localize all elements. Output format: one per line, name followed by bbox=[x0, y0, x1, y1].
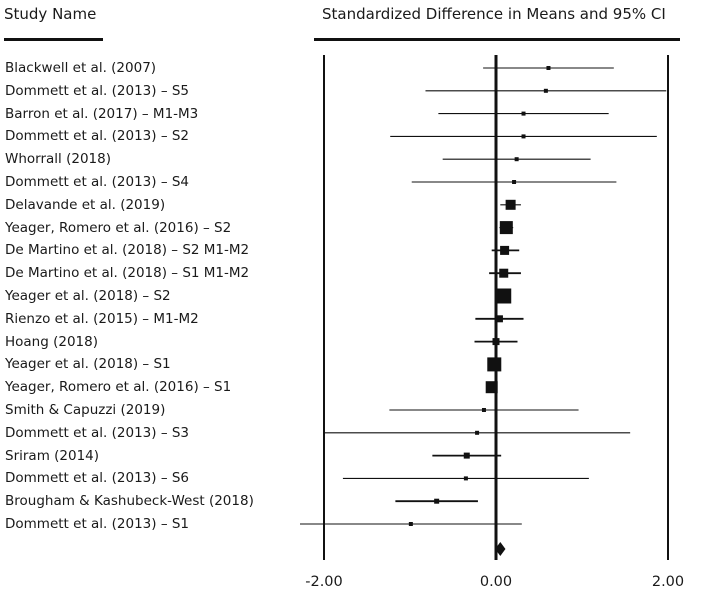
study-label: Delavande et al. (2019) bbox=[5, 196, 166, 213]
study-label: Yeager et al. (2018) – S1 bbox=[5, 356, 171, 373]
study-label: Rienzo et al. (2015) – M1-M2 bbox=[5, 310, 199, 327]
study-label: Sriram (2014) bbox=[5, 447, 100, 464]
study-label: Smith & Capuzzi (2019) bbox=[5, 402, 166, 418]
point-estimate-marker bbox=[521, 134, 526, 139]
point-estimate-marker bbox=[496, 288, 512, 304]
point-estimate-marker bbox=[492, 338, 500, 346]
study-label: Yeager et al. (2018) – S2 bbox=[5, 288, 171, 304]
point-estimate-marker bbox=[463, 452, 470, 459]
study-label: Yeager, Romero et al. (2016) – S2 bbox=[5, 219, 232, 236]
point-estimate-marker bbox=[499, 268, 509, 278]
point-estimate-marker bbox=[463, 476, 468, 481]
study-label: Dommett et al. (2013) – S5 bbox=[5, 82, 190, 99]
study-label: Dommett et al. (2013) – S4 bbox=[5, 174, 190, 190]
header-study-name: Study Name bbox=[4, 5, 97, 23]
x-tick-label: -2.00 bbox=[305, 574, 343, 590]
study-label: Barron et al. (2017) – M1-M3 bbox=[5, 105, 199, 122]
point-estimate-marker bbox=[514, 157, 519, 162]
point-estimate-marker bbox=[434, 498, 440, 504]
study-label: Dommett et al. (2013) – S1 bbox=[5, 516, 190, 532]
point-estimate-marker bbox=[487, 357, 502, 372]
point-estimate-marker bbox=[408, 522, 413, 526]
study-label: Whorrall (2018) bbox=[5, 151, 111, 168]
study-label-column: Blackwell et al. (2007) Dommett et al. (2… bbox=[5, 0, 305, 560]
point-estimate-marker bbox=[500, 245, 510, 255]
point-estimate-marker bbox=[485, 381, 498, 394]
study-label: Brougham & Kashubeck-West (2018) bbox=[5, 493, 254, 510]
point-estimate-marker bbox=[546, 66, 551, 70]
header-effect-size: Standardized Difference in Means and 95%… bbox=[322, 5, 666, 23]
study-label: Blackwell et al. (2007) bbox=[5, 60, 157, 76]
summary-diamond bbox=[495, 542, 506, 556]
study-label: Dommett et al. (2013) – S6 bbox=[5, 470, 190, 487]
point-estimate-marker bbox=[495, 315, 503, 323]
header-rule-right bbox=[314, 38, 680, 41]
point-estimate-marker bbox=[521, 111, 526, 116]
x-tick-label: 0.00 bbox=[480, 574, 512, 590]
study-label: De Martino et al. (2018) – S1 M1-M2 bbox=[5, 265, 250, 282]
study-label: Hoang (2018) bbox=[5, 333, 98, 350]
point-estimate-marker bbox=[481, 408, 486, 412]
study-label: Dommett et al. (2013) – S3 bbox=[5, 424, 190, 441]
point-estimate-marker bbox=[505, 199, 516, 210]
study-label: Dommett et al. (2013) – S2 bbox=[5, 128, 190, 145]
header-rule-left bbox=[4, 38, 103, 41]
point-estimate-marker bbox=[499, 221, 513, 235]
study-label: De Martino et al. (2018) – S2 M1-M2 bbox=[5, 242, 250, 259]
study-label: Yeager, Romero et al. (2016) – S1 bbox=[5, 379, 232, 396]
point-estimate-marker bbox=[543, 88, 548, 93]
x-tick-label: 2.00 bbox=[652, 574, 684, 590]
point-estimate-marker bbox=[512, 180, 517, 184]
point-estimate-marker bbox=[475, 430, 480, 435]
